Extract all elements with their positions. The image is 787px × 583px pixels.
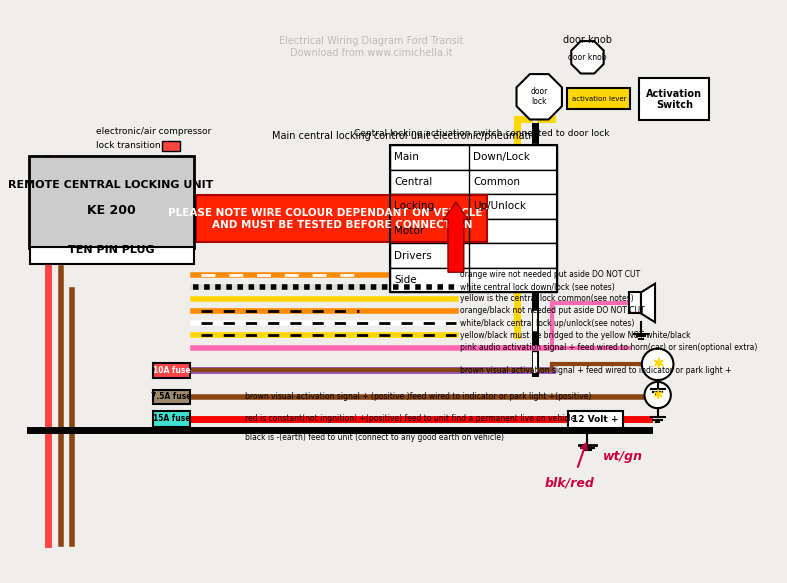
Text: 15A fuse: 15A fuse [153,415,190,423]
Text: electronic/air compressor: electronic/air compressor [96,127,212,136]
Text: wt/gn: wt/gn [603,450,642,463]
Text: Down/Lock: Down/Lock [474,152,530,162]
Text: door knob: door knob [563,35,612,45]
Bar [390,170,556,194]
Text: REMOTE CENTRAL LOCKING UNIT: REMOTE CENTRAL LOCKING UNIT [9,180,214,189]
Text: 10A fuse: 10A fuse [153,366,190,375]
Text: Electrical Wiring Diagram Ford Transit
Download from www.cimichella.it: Electrical Wiring Diagram Ford Transit D… [279,36,463,58]
Bar [162,141,179,151]
Text: red is constant(not ingnition) +(positive) feed to unit find a permanent live on: red is constant(not ingnition) +(positiv… [246,415,576,423]
Text: activation lever: activation lever [571,96,626,101]
Bar [390,268,556,293]
Bar [390,219,556,243]
Text: blk/red: blk/red [545,476,595,489]
Text: PLEASE NOTE WIRE COLOUR DEPENDANT ON VEHICLE TYPE
AND MUST BE TESTED BEFORE CONN: PLEASE NOTE WIRE COLOUR DEPENDANT ON VEH… [168,208,515,230]
Text: Drivers: Drivers [394,251,432,261]
Bar [629,293,641,314]
Bar [153,411,190,427]
FancyBboxPatch shape [639,78,709,120]
Text: lock transition: lock transition [96,141,161,149]
Text: ✱: ✱ [652,357,663,371]
Text: Side: Side [394,275,417,285]
Text: pink audio activation signal + feed wired to horn(car) or siren(optional extra): pink audio activation signal + feed wire… [460,343,758,352]
Text: KE 200: KE 200 [87,204,135,217]
Text: orange/black not needed put aside DO NOT CUT: orange/black not needed put aside DO NOT… [460,306,645,315]
Bar [568,411,623,429]
Text: 12 Volt +: 12 Volt + [572,415,619,424]
Text: yellow/black must be bridged to the yellow NOT white/black: yellow/black must be bridged to the yell… [460,331,691,340]
Text: Common: Common [474,177,520,187]
Bar [390,145,556,293]
Bar [390,194,556,219]
Bar [390,145,556,170]
FancyArrow shape [444,202,468,272]
Text: Central locking activation switch connected to door lock: Central locking activation switch connec… [354,129,610,138]
Text: brown visual activation signal + feed wired to indicator or park light +: brown visual activation signal + feed wi… [460,366,732,375]
Text: Central: Central [394,177,433,187]
Text: black is -(earth) feed to unit (connect to any good earth on vehicle): black is -(earth) feed to unit (connect … [246,433,504,442]
Text: Up/Unlock: Up/Unlock [474,202,527,212]
FancyBboxPatch shape [28,156,194,248]
Text: ✱: ✱ [652,388,663,402]
Text: Motor: Motor [394,226,425,236]
Text: Main: Main [394,152,419,162]
Circle shape [642,349,674,380]
Text: Main central locking control unit electronic/pneumatic: Main central locking control unit electr… [272,131,536,141]
Text: yellow is the central lock common(see notes): yellow is the central lock common(see no… [460,294,634,303]
Text: TEN PIN PLUG: TEN PIN PLUG [68,245,154,255]
Bar [153,363,190,378]
Text: door knob: door knob [568,53,607,62]
Text: orange wire not needed put aside DO NOT CUT: orange wire not needed put aside DO NOT … [460,271,641,279]
Text: white central lock down/lock (see notes): white central lock down/lock (see notes) [460,283,615,292]
Polygon shape [571,41,604,73]
Text: white/black central lock up/unlock(see notes): white/black central lock up/unlock(see n… [460,319,634,328]
Text: Locking: Locking [394,202,434,212]
Text: Activation
Switch: Activation Switch [646,89,702,110]
FancyBboxPatch shape [30,247,194,264]
FancyBboxPatch shape [567,88,630,109]
Polygon shape [641,284,655,322]
FancyBboxPatch shape [196,195,487,243]
Text: brown visual activation signal + (positive )feed wired to indicator or park ligh: brown visual activation signal + (positi… [246,392,592,401]
Circle shape [645,382,671,408]
Text: door
lock: door lock [530,87,548,107]
Text: 7.5A fuse: 7.5A fuse [151,392,192,401]
Bar [390,243,556,268]
Polygon shape [516,74,562,120]
Bar [153,390,190,404]
